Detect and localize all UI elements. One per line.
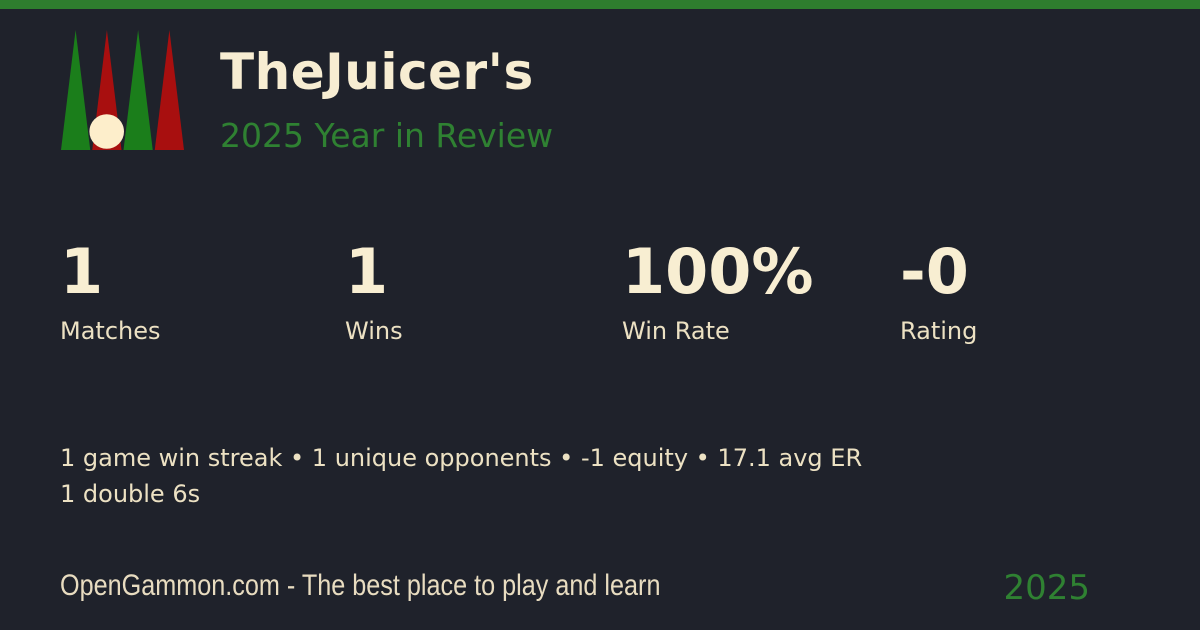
- footer-year: 2025: [1003, 568, 1090, 608]
- site-tagline: OpenGammon.com - The best place to play …: [60, 569, 661, 602]
- stat-value: 1: [345, 235, 389, 308]
- highlights-line-2: 1 double 6s: [60, 480, 201, 508]
- stat-label: Wins: [345, 317, 403, 345]
- stat-value: -0: [900, 235, 969, 308]
- stat-matches: 1 Matches: [60, 235, 161, 345]
- top-accent-bar: [0, 0, 1200, 9]
- stat-win-rate: 100% Win Rate: [622, 235, 814, 345]
- backgammon-point-1: [61, 30, 91, 150]
- highlights: 1 game win streak • 1 unique opponents •…: [60, 440, 862, 512]
- stat-label: Rating: [900, 317, 978, 345]
- header: TheJuicer's 2025 Year in Review: [220, 46, 553, 153]
- backgammon-point-3: [123, 30, 153, 150]
- stat-value: 100%: [622, 235, 814, 308]
- stat-wins: 1 Wins: [345, 235, 403, 345]
- checker-icon: [89, 114, 124, 149]
- page-title: TheJuicer's: [220, 43, 534, 101]
- stat-label: Win Rate: [622, 317, 730, 345]
- highlights-line-1: 1 game win streak • 1 unique opponents •…: [60, 444, 863, 472]
- backgammon-logo-icon: [61, 30, 184, 150]
- page-subtitle: 2025 Year in Review: [220, 116, 554, 155]
- stat-label: Matches: [60, 317, 161, 345]
- backgammon-point-4: [154, 30, 184, 150]
- stat-rating: -0 Rating: [900, 235, 978, 345]
- stat-value: 1: [60, 235, 104, 308]
